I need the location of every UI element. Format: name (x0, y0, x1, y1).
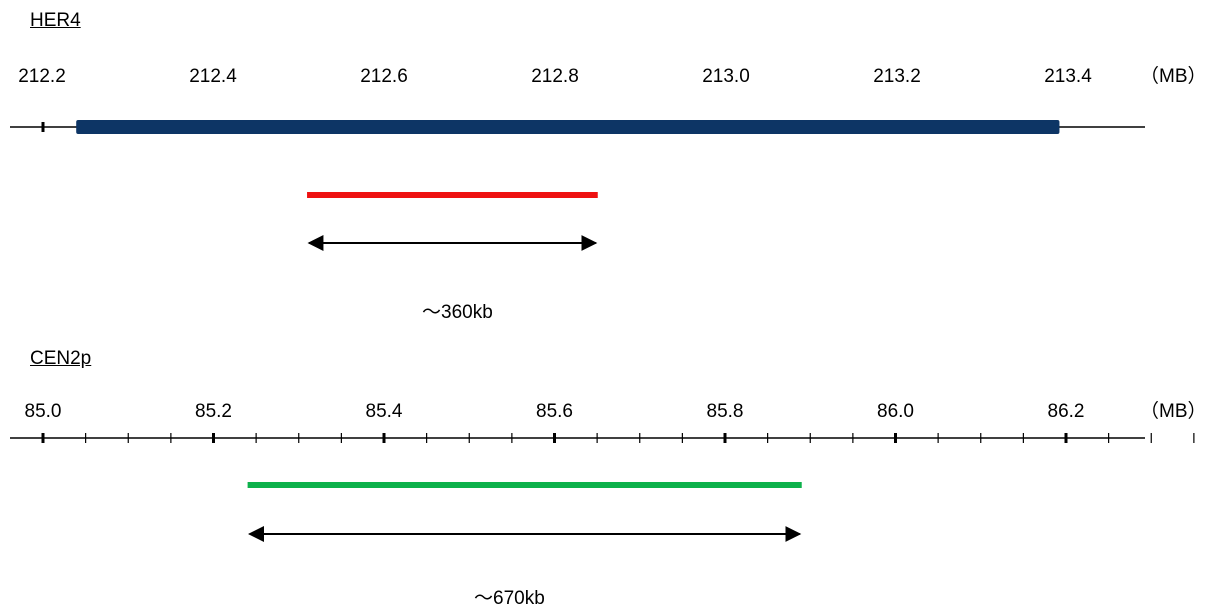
her4-panel-title: HER4 (30, 10, 81, 31)
cen2p-probe-bar (247, 482, 802, 488)
cen2p-tick-label: 85.4 (365, 401, 403, 422)
cen2p-tick-label: 85.2 (195, 401, 232, 422)
cen2p-tick-label: 85.8 (706, 401, 744, 422)
cen2p-panel-title: CEN2p (30, 348, 92, 369)
her4-tick-label: 213.2 (873, 66, 921, 87)
cen2p-tick-label: 85.0 (24, 401, 62, 422)
her4-tick-label: 213.0 (702, 66, 750, 87)
her4-tick-label: 212.6 (360, 66, 408, 87)
her4-unit-label: （MB） (1140, 66, 1207, 87)
cen2p-unit-label: （MB） (1140, 401, 1207, 422)
her4-tick-label: 212.2 (18, 66, 66, 87)
her4-size-label: ～360kb (422, 302, 493, 323)
her4-gene-bar (76, 120, 1060, 134)
cen2p-tick-label: 85.6 (536, 401, 573, 422)
cen2p-axis-ticks (41, 433, 1195, 443)
her4-tick-label: 212.8 (531, 66, 579, 87)
her4-probe-bar (307, 192, 598, 198)
cen2p-tick-label: 86.2 (1047, 401, 1085, 422)
cen2p-size-label: ～670kb (474, 588, 545, 609)
her4-tick-label: 213.4 (1044, 66, 1092, 87)
cen2p-tick-label: 86.0 (877, 401, 914, 422)
her4-tick-label: 212.4 (189, 66, 237, 87)
